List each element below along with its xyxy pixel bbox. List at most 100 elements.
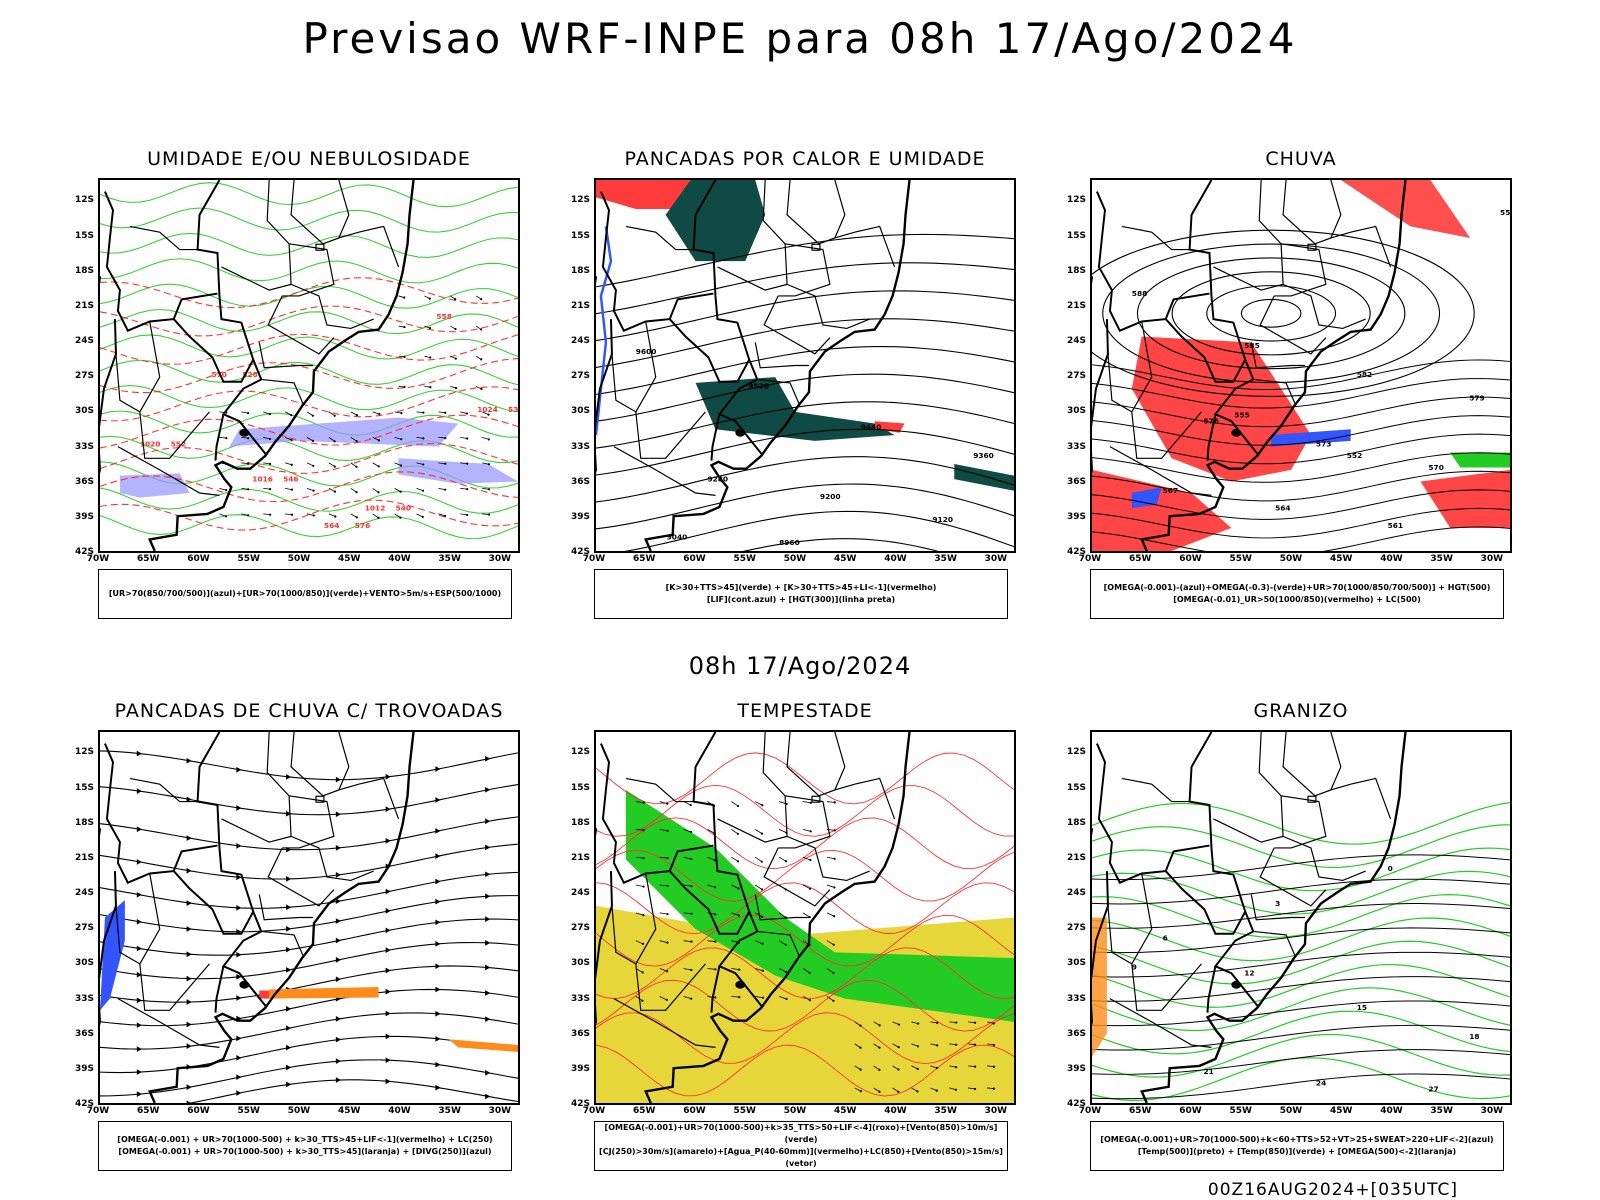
- east-coastline: [1140, 732, 1407, 1103]
- lat-tick-label: 21S: [1066, 852, 1086, 863]
- omega-shade: [1131, 487, 1162, 509]
- map-svg: 9 12 15 18 21 24 27 6 3 0: [1092, 732, 1510, 1103]
- wind-vector-850: [892, 1065, 899, 1070]
- streamline-arrow: [335, 845, 341, 851]
- state-border: [282, 795, 335, 849]
- wind-vector-850: [802, 968, 810, 974]
- wind-vector: [285, 462, 292, 466]
- state-border: [1121, 225, 1190, 251]
- wind-vector-head: [355, 465, 358, 468]
- lat-tick-label: 39S: [570, 511, 590, 522]
- wind-vector-850: [659, 968, 668, 972]
- state-border: [1259, 295, 1327, 355]
- lat-tick-label: 42S: [1066, 547, 1086, 557]
- streamline-arrow: [285, 1044, 292, 1051]
- legend-line: [OMEGA(-0.001)+UR>70(1000-500)+k<60+TTS>…: [1100, 1135, 1494, 1144]
- wind-vector-850-head: [954, 1088, 958, 1091]
- lon-tick-label: 65W: [1129, 554, 1152, 564]
- lat-tick-label: 27S: [1066, 371, 1086, 382]
- temp500-contour: [1092, 903, 1510, 929]
- lon-tick-label: 70W: [582, 1106, 606, 1116]
- lat-tick-label: 21S: [570, 300, 590, 311]
- wind-vector-850: [930, 1021, 938, 1024]
- state-border: [786, 180, 846, 245]
- country-border: [1164, 318, 1247, 383]
- country-border: [668, 870, 751, 935]
- streamline-arrow: [385, 774, 391, 780]
- temp850-contour: [1092, 894, 1510, 938]
- streamline-arrow: [385, 838, 391, 844]
- state-border: [635, 873, 706, 1011]
- lat-tick-label: 18S: [1066, 817, 1086, 828]
- lat-tick-label: 36S: [1066, 476, 1086, 487]
- state-border: [1330, 777, 1392, 820]
- streamline-arrow: [385, 947, 391, 953]
- lat-tick-label: 24S: [74, 888, 94, 899]
- wind-vector-850: [683, 856, 692, 860]
- hgt500-contour: [1092, 452, 1510, 483]
- streamline-arrow: [435, 1084, 441, 1091]
- lon-tick-label: 35W: [1430, 1106, 1453, 1116]
- wind-vector-850: [854, 1065, 861, 1070]
- wind-vector-850-head: [642, 914, 645, 917]
- streamline-arrow: [285, 904, 292, 910]
- wind-vector-head: [444, 488, 447, 491]
- wind-vector-850-head: [859, 1068, 862, 1071]
- lon-tick-label: 55W: [237, 1106, 260, 1116]
- wind-vector-head: [333, 465, 336, 468]
- lagoa-mirim: [239, 428, 250, 437]
- streamline-arrow: [136, 919, 142, 925]
- streamline-arrow: [285, 876, 292, 882]
- wind-vector-850: [778, 856, 787, 862]
- lon-tick-label: 55W: [237, 554, 260, 564]
- state-border: [625, 777, 694, 803]
- wind-vector-850-head: [713, 859, 716, 862]
- field-layer: 9 12 15 18 21 24 27 6 3 0: [1092, 802, 1510, 1102]
- lat-tick-label: 33S: [74, 993, 94, 1004]
- lc850-streamline: [596, 979, 1014, 1032]
- lat-tick-label: 42S: [570, 547, 590, 557]
- wind-vector-850-head: [760, 888, 763, 891]
- omega-strong-shade: [1450, 452, 1510, 468]
- lat-tick-label: 15S: [1066, 230, 1086, 241]
- wind-vector-850: [949, 1087, 957, 1091]
- lat-tick-label: 12S: [1066, 195, 1086, 206]
- contour-label: 18: [1469, 1032, 1479, 1041]
- hgt300-contour: [624, 510, 1014, 551]
- main-title: Previsao WRF-INPE para 08h 17/Ago/2024: [302, 14, 1298, 63]
- wind-vector-850-head: [738, 996, 741, 999]
- wind-vector: [219, 436, 227, 439]
- state-border: [1107, 905, 1133, 965]
- wind-vector-850-head: [992, 1043, 996, 1047]
- east-coastline: [148, 732, 415, 1103]
- wind-vector-850: [802, 856, 811, 861]
- state-border: [1131, 321, 1202, 459]
- streamline-arrow: [236, 1035, 242, 1042]
- lon-tick-label: 45W: [337, 1106, 361, 1116]
- lon-tick-label: 45W: [833, 1106, 857, 1116]
- wind-vector-850-head: [973, 1087, 977, 1091]
- lat-tick-label: 18S: [1066, 265, 1086, 276]
- kindex-shade: [954, 464, 1014, 491]
- wind-vector-head: [312, 489, 315, 492]
- lat-tick-label: 30S: [570, 406, 590, 417]
- streamline-arrow: [186, 868, 192, 874]
- country-border: [1206, 413, 1217, 461]
- contour-label: 9: [1132, 963, 1137, 972]
- streamline-arrow: [285, 1025, 292, 1031]
- lon-tick-label: 30W: [984, 554, 1008, 564]
- lat-tick-label: 15S: [74, 230, 94, 241]
- streamline-arrow: [485, 916, 491, 922]
- lat-tick-label: 27S: [570, 923, 590, 934]
- streamline-arrow: [136, 1069, 142, 1075]
- temp850-contour: [1092, 1033, 1510, 1078]
- wind-vector: [219, 488, 227, 491]
- rain-shade: [1092, 469, 1232, 551]
- contour-label: 24: [1316, 1079, 1326, 1088]
- lat-tick-label: 27S: [1066, 923, 1086, 934]
- wind-vector-head: [400, 412, 403, 415]
- lat-tick-label: 15S: [570, 782, 590, 793]
- wind-vector-head: [377, 516, 380, 519]
- green-contour: [100, 385, 518, 413]
- state-border: [338, 225, 400, 268]
